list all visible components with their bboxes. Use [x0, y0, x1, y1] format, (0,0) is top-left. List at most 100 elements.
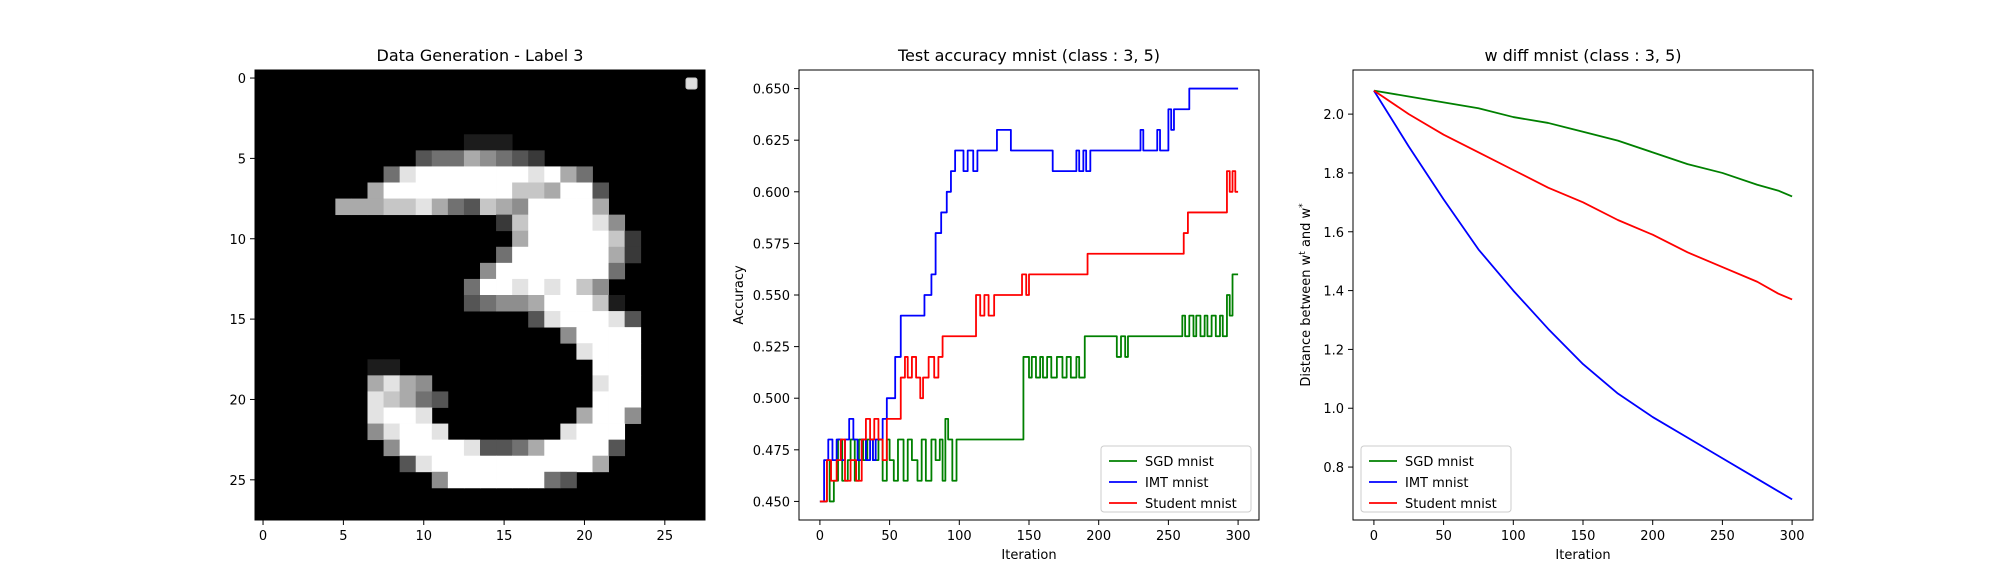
heatmap-cell — [576, 407, 593, 424]
heatmap-cell — [544, 455, 561, 473]
heatmap-cell — [512, 471, 529, 489]
heatmap-cell — [383, 407, 401, 424]
x-tick-label: 250 — [1710, 529, 1735, 544]
heatmap-cell — [431, 423, 449, 441]
heatmap-cell — [528, 295, 545, 312]
x-tick-label: 250 — [1156, 529, 1181, 544]
heatmap-cell — [528, 230, 545, 248]
wdiff-ylabel: Distance between wt and w* — [1298, 203, 1314, 387]
x-tick-label: 0 — [816, 529, 824, 544]
heatmap-cell — [399, 423, 417, 441]
heatmap-cell — [608, 423, 626, 441]
heatmap-cell — [496, 278, 513, 296]
heatmap-cell — [592, 391, 609, 408]
heatmap-cell — [463, 471, 481, 489]
x-tick-label: 150 — [1017, 529, 1042, 544]
accuracy-xlabel: Iteration — [1001, 548, 1056, 563]
heatmap-cell — [592, 262, 609, 280]
heatmap-cell — [544, 295, 561, 312]
image-title: Data Generation - Label 3 — [377, 46, 584, 65]
heatmap-cell — [431, 391, 449, 408]
heatmap-cell — [576, 262, 593, 280]
heatmap-cell — [480, 134, 497, 151]
heatmap-cell — [463, 182, 481, 199]
series-line-imt-mnist — [1373, 90, 1793, 501]
heatmap-cell — [576, 343, 593, 360]
heatmap-cell — [592, 407, 609, 424]
series-line-imt-mnist — [819, 87, 1239, 503]
image-frame — [254, 69, 706, 521]
heatmap-cell — [528, 262, 545, 280]
y-tick-label: 0.525 — [753, 341, 790, 356]
y-tick-label: 1.0 — [1323, 402, 1344, 417]
wdiff-xlabel: Iteration — [1555, 548, 1610, 563]
y-tick-label: 2.0 — [1323, 108, 1344, 123]
accuracy-series — [819, 87, 1239, 503]
heatmap-cell — [447, 166, 465, 183]
x-tick-label: 50 — [1435, 529, 1452, 544]
accuracy-legend: SGD mnist IMT mnist Student mnist — [1100, 445, 1252, 513]
y-tick-label: 0.650 — [753, 83, 790, 98]
heatmap-cell — [544, 278, 561, 296]
legend-label: IMT mnist — [1405, 476, 1469, 491]
heatmap-cell — [415, 391, 433, 408]
heatmap-cell — [383, 359, 401, 376]
heatmap-cell — [608, 391, 626, 408]
x-tick-label: 100 — [1501, 529, 1526, 544]
heatmap-cell — [383, 182, 401, 199]
heatmap-cell — [528, 166, 545, 183]
heatmap-cell — [431, 166, 449, 183]
heatmap-cell — [544, 439, 561, 457]
accuracy-panel: Test accuracy mnist (class : 3, 5) 0 50 10… — [732, 46, 1260, 563]
wdiff-panel: w diff mnist (class : 3, 5) 0 50 100 150 200… — [1298, 46, 1814, 563]
y-tick-label: 0 — [238, 72, 246, 87]
heatmap-cell — [576, 198, 593, 216]
heatmap-cell — [592, 423, 609, 441]
heatmap-cell — [624, 359, 642, 376]
heatmap-cell — [560, 166, 577, 183]
heatmap-cell — [576, 423, 593, 441]
heatmap-cell — [608, 311, 626, 328]
heatmap-cell — [415, 375, 433, 392]
legend-marker-empty — [685, 77, 698, 90]
heatmap-cells — [255, 70, 705, 520]
heatmap-cell — [544, 214, 561, 232]
heatmap-cell — [592, 439, 609, 457]
legend-box — [1100, 445, 1252, 513]
heatmap-cell — [399, 375, 417, 392]
legend-label: SGD mnist — [1145, 455, 1214, 470]
heatmap-cell — [496, 295, 513, 312]
y-tick-label: 20 — [229, 393, 246, 408]
heatmap-cell — [399, 182, 417, 199]
y-tick-label: 1.8 — [1323, 167, 1344, 182]
y-tick-label: 0.550 — [753, 289, 790, 304]
heatmap-cell — [415, 198, 433, 216]
heatmap-cell — [480, 439, 497, 457]
heatmap-cell — [512, 455, 529, 473]
wdiff-legend: SGD mnist IMT mnist Student mnist — [1360, 445, 1512, 513]
heatmap-cell — [415, 439, 433, 457]
heatmap-cell — [528, 439, 545, 457]
heatmap-cell — [383, 439, 401, 457]
image-panel: Data Generation - Label 3 0 5 10 15 20 25 0 5 1… — [229, 46, 706, 544]
heatmap-cell — [592, 455, 609, 473]
heatmap-cell — [399, 198, 417, 216]
heatmap-cell — [608, 407, 626, 424]
heatmap-cell — [576, 246, 593, 264]
heatmap-cell — [496, 439, 513, 457]
x-tick-label: 0 — [259, 529, 267, 544]
heatmap-cell — [367, 359, 384, 376]
heatmap-cell — [608, 214, 626, 232]
wdiff-x-ticks: 0 50 100 150 200 250 300 — [1370, 520, 1805, 544]
heatmap-cell — [496, 182, 513, 199]
legend-box — [1360, 445, 1512, 513]
heatmap-cell — [544, 198, 561, 216]
image-y-ticks: 0 5 10 15 20 25 — [229, 72, 255, 489]
heatmap-cell — [560, 182, 577, 199]
x-tick-label: 15 — [496, 529, 513, 544]
heatmap-cell — [528, 182, 545, 199]
heatmap-cell — [560, 423, 577, 441]
heatmap-cell — [383, 423, 401, 441]
heatmap-cell — [624, 375, 642, 392]
heatmap-cell — [463, 198, 481, 216]
